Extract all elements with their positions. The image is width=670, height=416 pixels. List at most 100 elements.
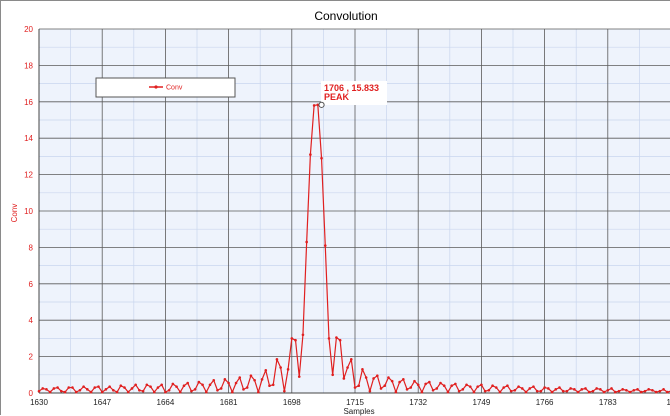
x-tick-label: 1732	[409, 398, 427, 407]
data-point	[146, 384, 149, 387]
x-tick-label: 1647	[93, 398, 111, 407]
data-point	[357, 384, 360, 387]
y-tick-label: 8	[29, 243, 34, 252]
data-point	[287, 368, 290, 371]
data-point	[67, 386, 70, 389]
data-point	[465, 384, 468, 387]
legend: Conv	[96, 78, 235, 97]
data-point	[71, 386, 74, 389]
data-point	[521, 387, 524, 390]
data-point	[443, 384, 446, 387]
data-point	[413, 380, 416, 383]
data-point	[335, 336, 338, 339]
data-point	[592, 390, 595, 393]
data-point	[105, 388, 108, 391]
data-point	[131, 387, 134, 390]
data-point	[183, 384, 186, 387]
peak-marker	[319, 102, 324, 107]
data-point	[409, 386, 412, 389]
data-point	[224, 378, 227, 381]
data-point	[540, 390, 543, 393]
data-point	[168, 389, 171, 392]
data-point	[484, 390, 487, 393]
data-point	[651, 389, 654, 392]
data-point	[633, 389, 636, 392]
data-point	[543, 386, 546, 389]
data-point	[268, 384, 271, 387]
data-point	[45, 388, 48, 391]
data-point	[595, 387, 598, 390]
y-tick-label: 2	[29, 353, 34, 362]
data-point	[231, 391, 234, 394]
data-point	[424, 383, 427, 386]
data-point	[49, 391, 52, 394]
data-point	[354, 386, 357, 389]
data-point	[205, 391, 208, 394]
data-point	[421, 391, 424, 394]
data-point	[272, 384, 275, 387]
data-point	[246, 386, 249, 389]
data-point	[607, 389, 610, 392]
data-point	[294, 339, 297, 342]
data-point	[435, 387, 438, 390]
data-point	[172, 383, 175, 386]
x-tick-label: 1681	[220, 398, 238, 407]
data-point	[447, 391, 450, 394]
x-tick-label: 18	[667, 398, 670, 407]
data-point	[454, 383, 457, 386]
data-point	[242, 388, 245, 391]
data-point	[569, 387, 572, 390]
data-point	[395, 391, 398, 394]
data-point	[157, 386, 160, 389]
data-point	[398, 381, 401, 384]
y-tick-label: 20	[24, 25, 33, 34]
data-point	[149, 385, 152, 388]
data-point	[212, 379, 215, 382]
data-point	[313, 104, 316, 107]
data-point	[305, 241, 308, 244]
data-point	[328, 337, 331, 340]
data-point	[123, 386, 126, 389]
data-point	[528, 387, 531, 390]
data-point	[298, 375, 301, 378]
data-point	[428, 381, 431, 384]
data-point	[417, 384, 420, 387]
data-point	[525, 391, 528, 394]
peak-annotation-label: PEAK	[324, 92, 350, 102]
y-tick-label: 12	[24, 171, 33, 180]
data-point	[112, 389, 115, 392]
x-tick-label: 1783	[599, 398, 617, 407]
data-point	[257, 391, 260, 394]
data-point	[75, 391, 78, 394]
data-point	[662, 388, 665, 391]
data-point	[101, 391, 104, 394]
data-point	[644, 390, 647, 393]
chart-title: Convolution	[314, 9, 377, 23]
data-point	[469, 385, 472, 388]
data-point	[599, 388, 602, 391]
x-tick-label: 1766	[536, 398, 554, 407]
data-point	[614, 391, 617, 394]
data-point	[573, 388, 576, 391]
data-point	[402, 378, 405, 381]
data-point	[554, 388, 557, 391]
data-point	[621, 388, 624, 391]
data-point	[383, 384, 386, 387]
data-point	[220, 387, 223, 390]
data-point	[175, 385, 178, 388]
data-point	[506, 384, 509, 387]
y-tick-label: 10	[24, 207, 33, 216]
data-point	[458, 390, 461, 393]
data-point	[387, 376, 390, 379]
data-point	[194, 388, 197, 391]
data-point	[577, 391, 580, 394]
y-tick-label: 14	[24, 134, 33, 143]
data-point	[320, 157, 323, 160]
data-point	[659, 390, 662, 393]
x-tick-label: 1698	[283, 398, 301, 407]
data-point	[82, 385, 85, 388]
data-point	[495, 386, 498, 389]
y-tick-label: 0	[29, 389, 34, 398]
